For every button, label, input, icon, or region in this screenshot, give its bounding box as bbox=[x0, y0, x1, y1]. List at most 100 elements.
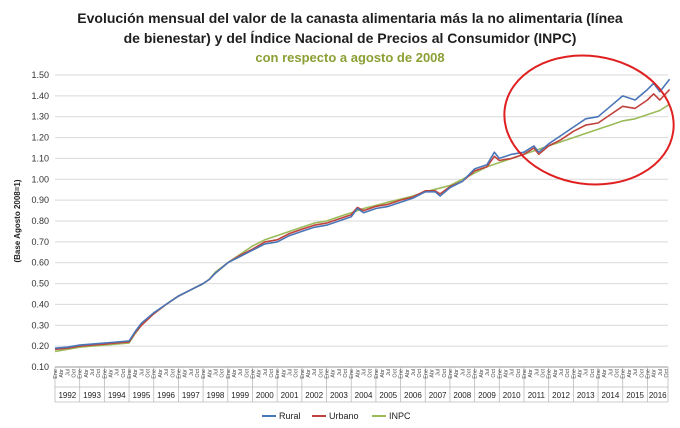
y-tick-label: 0.50 bbox=[31, 279, 49, 289]
month-label: Oct bbox=[294, 369, 300, 378]
month-label: Oct bbox=[541, 369, 547, 378]
month-label: Ene bbox=[522, 369, 528, 379]
month-label: Ene bbox=[399, 369, 405, 379]
month-label: Ene bbox=[497, 369, 503, 379]
chart-title-line-2: de bienestar) y del Índice Nacional de P… bbox=[123, 30, 577, 46]
month-label: Ene bbox=[201, 369, 207, 379]
year-label: 1998 bbox=[207, 391, 225, 400]
month-label: Oct bbox=[96, 369, 102, 378]
y-tick-label: 0.80 bbox=[31, 216, 49, 226]
year-label: 2006 bbox=[404, 391, 422, 400]
year-label: 1993 bbox=[83, 391, 101, 400]
month-label: Oct bbox=[442, 369, 448, 378]
month-label: Jul bbox=[608, 369, 614, 376]
month-label: Abr bbox=[578, 369, 584, 378]
month-label: Oct bbox=[343, 369, 349, 378]
month-label: Jul bbox=[485, 369, 491, 376]
year-label: 2014 bbox=[602, 391, 620, 400]
y-tick-label: 0.70 bbox=[31, 237, 49, 247]
month-label: Abr bbox=[602, 369, 608, 378]
year-label: 2001 bbox=[281, 391, 299, 400]
month-label: Ene bbox=[621, 369, 627, 379]
month-label: Ene bbox=[250, 369, 256, 379]
month-label: Abr bbox=[553, 369, 559, 378]
month-label: Oct bbox=[516, 369, 522, 378]
month-label: Jul bbox=[510, 369, 516, 376]
month-label: Abr bbox=[281, 369, 287, 378]
year-label: 1994 bbox=[108, 391, 126, 400]
year-label: 1999 bbox=[231, 391, 249, 400]
month-label: Abr bbox=[331, 369, 337, 378]
month-label: Oct bbox=[121, 369, 127, 378]
month-label: Jul bbox=[189, 369, 195, 376]
series-lines bbox=[54, 78, 671, 353]
year-label: 2012 bbox=[552, 391, 570, 400]
month-label: Oct bbox=[639, 369, 645, 378]
year-label: 2008 bbox=[453, 391, 471, 400]
series-line-inpc bbox=[54, 103, 671, 353]
year-label: 2013 bbox=[577, 391, 595, 400]
month-label: Oct bbox=[195, 369, 201, 378]
month-label: Oct bbox=[72, 369, 78, 378]
year-label: 2002 bbox=[305, 391, 323, 400]
legend-label-urbano: Urbano bbox=[329, 411, 359, 421]
month-label: Ene bbox=[102, 369, 108, 379]
month-label: Abr bbox=[183, 369, 189, 378]
month-label: Oct bbox=[590, 369, 596, 378]
y-tick-label: 1.00 bbox=[31, 174, 49, 184]
month-label: Ene bbox=[423, 369, 429, 379]
month-label: Jul bbox=[263, 369, 269, 376]
series-line-urbano bbox=[54, 89, 671, 351]
month-label: Jul bbox=[386, 369, 392, 376]
month-label: Ene bbox=[176, 369, 182, 379]
month-label: Jul bbox=[238, 369, 244, 376]
legend-label-rural: Rural bbox=[279, 411, 301, 421]
month-label: Jul bbox=[115, 369, 121, 376]
month-label: Abr bbox=[232, 369, 238, 378]
month-label: Abr bbox=[479, 369, 485, 378]
month-label: Ene bbox=[645, 369, 651, 379]
month-label: Ene bbox=[448, 369, 454, 379]
y-tick-label: 0.60 bbox=[31, 258, 49, 268]
year-label: 2007 bbox=[429, 391, 447, 400]
month-label: Jul bbox=[460, 369, 466, 376]
month-label: Abr bbox=[652, 369, 658, 378]
month-label: Abr bbox=[627, 369, 633, 378]
month-label: Jul bbox=[337, 369, 343, 376]
month-label: Ene bbox=[226, 369, 232, 379]
month-label: Jul bbox=[288, 369, 294, 376]
month-label: Jul bbox=[164, 369, 170, 376]
month-label: Jul bbox=[213, 369, 219, 376]
year-label: 2003 bbox=[330, 391, 348, 400]
month-label: Abr bbox=[528, 369, 534, 378]
month-label: Jul bbox=[411, 369, 417, 376]
y-axis-ticks: 0.10 0.20 0.30 0.40 0.50 0.60 0.70 0.80 0.90 1.00… bbox=[31, 70, 49, 372]
y-tick-label: 1.50 bbox=[31, 70, 49, 80]
month-label: Ene bbox=[152, 369, 158, 379]
y-tick-label: 0.90 bbox=[31, 195, 49, 205]
month-label: Oct bbox=[318, 369, 324, 378]
month-label: Abr bbox=[380, 369, 386, 378]
year-label: 2009 bbox=[478, 391, 496, 400]
month-label: Jul bbox=[658, 369, 664, 376]
month-label: Jul bbox=[534, 369, 540, 376]
legend: Rural Urbano INPC bbox=[262, 411, 411, 421]
month-label: Jul bbox=[90, 369, 96, 376]
year-label: 2005 bbox=[379, 391, 397, 400]
month-label: Jul bbox=[436, 369, 442, 376]
month-label: Ene bbox=[325, 369, 331, 379]
year-label: 2015 bbox=[626, 391, 644, 400]
y-tick-label: 1.10 bbox=[31, 153, 49, 163]
year-label: 1992 bbox=[58, 391, 76, 400]
month-label: Abr bbox=[306, 369, 312, 378]
month-label: Oct bbox=[615, 369, 621, 378]
legend-label-inpc: INPC bbox=[389, 411, 411, 421]
y-tick-label: 1.20 bbox=[31, 133, 49, 143]
year-label: 1996 bbox=[157, 391, 175, 400]
month-label: Jul bbox=[633, 369, 639, 376]
month-label: Abr bbox=[59, 369, 65, 378]
month-label: Ene bbox=[127, 369, 133, 379]
month-label: Ene bbox=[547, 369, 553, 379]
